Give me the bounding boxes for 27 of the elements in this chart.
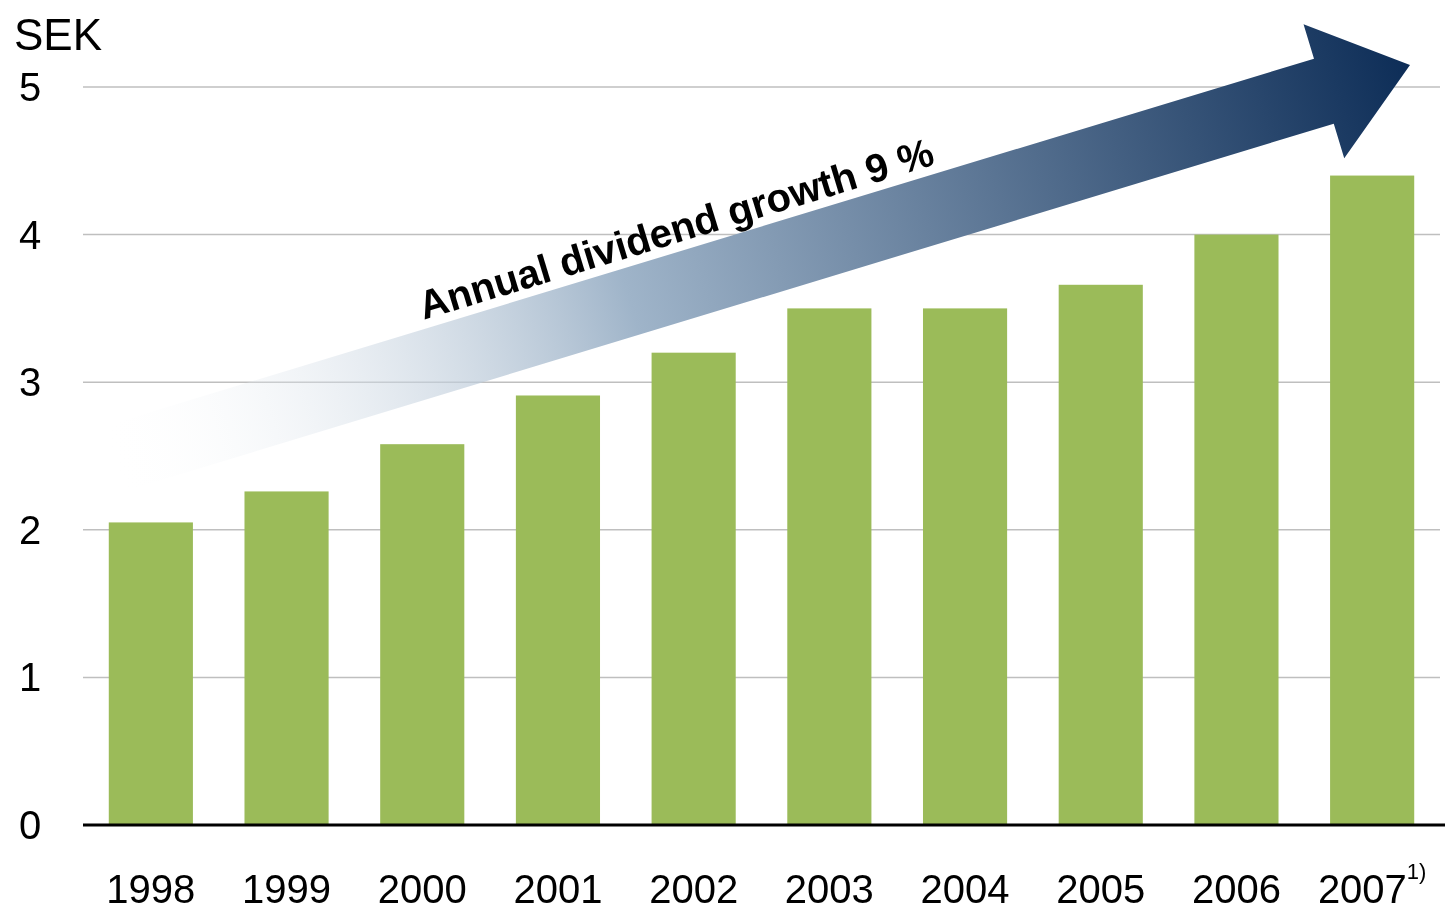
bar (1194, 234, 1279, 825)
x-tick-label: 2006 (1191, 867, 1281, 911)
y-tick-label: 4 (18, 212, 42, 257)
bar (108, 522, 193, 825)
bar (922, 308, 1008, 825)
x-tick-label: 2002 (649, 867, 739, 911)
y-tick-label: 0 (18, 803, 42, 847)
bar (651, 352, 736, 825)
bar (244, 491, 329, 825)
bar (1058, 284, 1143, 825)
bar (1330, 175, 1415, 825)
y-tick-label: 2 (18, 507, 42, 552)
x-tick-label: 2001 (513, 867, 603, 911)
x-tick-label: 1998 (106, 867, 196, 911)
x-tick-label: 2003 (784, 867, 874, 911)
x-tick-label: 1999 (242, 867, 332, 911)
bar (787, 308, 872, 825)
x-tick-label: 2007$^{1)}$ (1317, 858, 1427, 911)
bar (515, 395, 601, 825)
x-tick-label: 2000 (377, 867, 467, 911)
y-tick-label: 5 (18, 65, 42, 109)
x-tick-label: 2004 (920, 867, 1010, 911)
x-tick-label: 2005 (1056, 867, 1146, 911)
bar (380, 444, 465, 825)
y-axis-title: SEK (14, 10, 103, 59)
y-tick-label: 3 (18, 360, 42, 405)
y-tick-label: 1 (18, 655, 42, 700)
